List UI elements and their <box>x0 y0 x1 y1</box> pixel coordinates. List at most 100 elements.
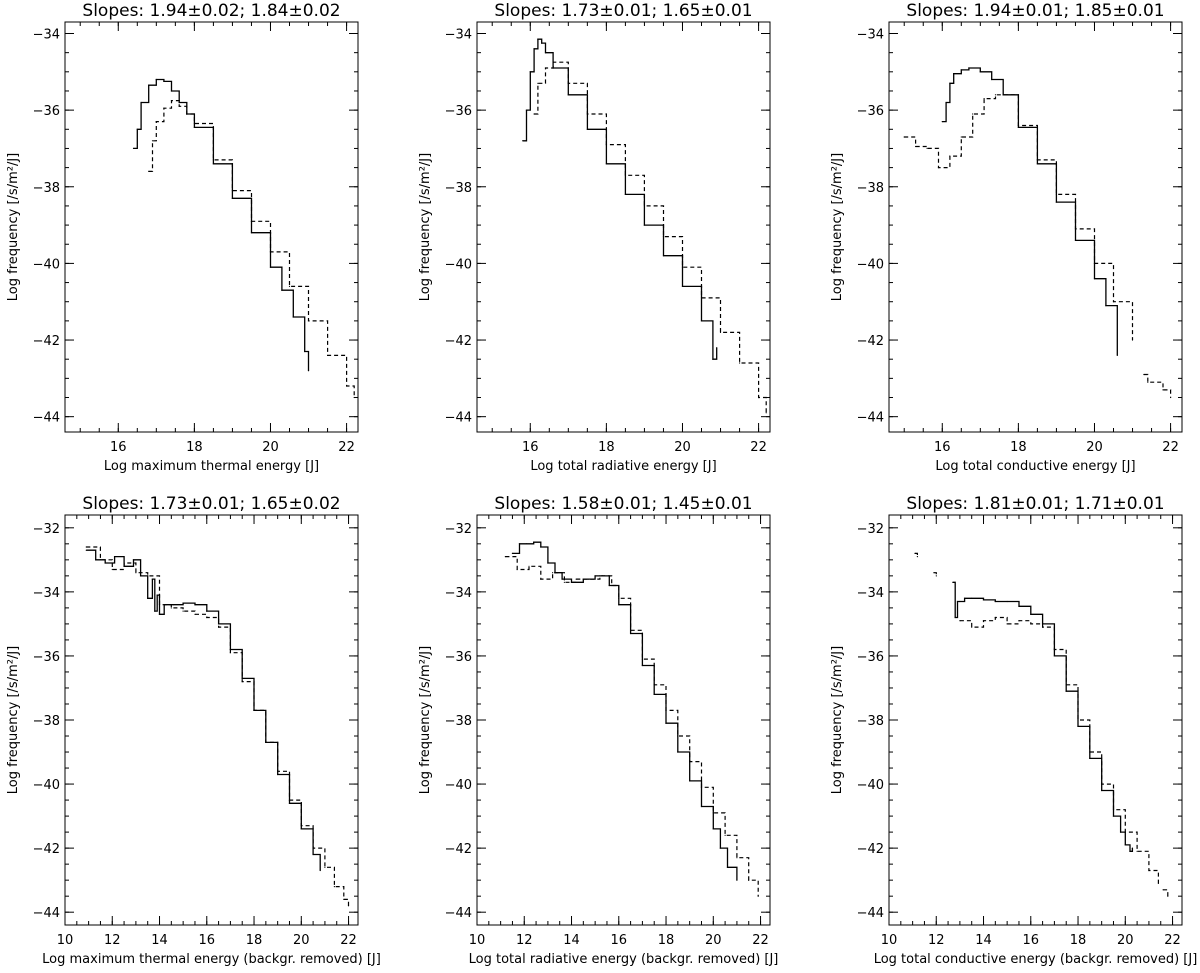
y-tick-label: −32 <box>33 522 60 537</box>
data-point <box>151 578 153 580</box>
data-point <box>528 565 530 567</box>
y-tick-label: −34 <box>445 27 472 42</box>
data-point <box>1167 895 1169 897</box>
series-solid-line <box>133 78 310 371</box>
data-point <box>522 140 524 142</box>
data-point <box>681 285 684 287</box>
data-point <box>533 541 535 543</box>
data-point <box>307 370 310 372</box>
data-point <box>1018 620 1020 622</box>
y-tick-label: −40 <box>33 778 60 793</box>
y-tick-label: −40 <box>33 257 60 272</box>
data-point <box>915 145 917 148</box>
y-tick-label: −34 <box>857 27 884 42</box>
data-point <box>677 735 679 737</box>
chart-panel-2: 16 18 20 22 −44 −42 −40 −38 −36 −34 Slopes: 1.73±0… <box>418 1 771 474</box>
data-point <box>624 193 627 195</box>
chart-title: Slopes: 1.81±0.01; 1.71±0.01 <box>906 494 1164 514</box>
data-point <box>618 604 620 606</box>
data-point <box>533 113 535 115</box>
data-point <box>937 167 940 169</box>
data-point <box>587 578 589 580</box>
data-point <box>964 597 966 599</box>
data-point <box>700 320 703 322</box>
data-point <box>726 866 729 868</box>
x-tick-label: 20 <box>674 440 691 455</box>
data-point <box>307 320 310 322</box>
series-solid-line <box>512 541 738 881</box>
x-tick-label: 14 <box>975 933 992 948</box>
data-point <box>1042 623 1044 625</box>
data-point <box>135 572 137 574</box>
data-point <box>300 828 302 830</box>
data-point <box>643 205 646 207</box>
data-point <box>540 578 542 580</box>
data-point <box>537 38 539 40</box>
y-tick-label: −36 <box>33 104 60 119</box>
y-tick-label: −38 <box>857 714 884 729</box>
data-point <box>1148 869 1150 872</box>
x-tick-label: 22 <box>338 440 355 455</box>
x-tick-label: 20 <box>1086 440 1103 455</box>
data-point <box>739 362 741 364</box>
data-point <box>983 98 985 100</box>
series-dashed-line <box>1163 889 1169 897</box>
data-point <box>206 616 208 619</box>
data-point <box>716 347 718 349</box>
data-point <box>608 584 610 587</box>
data-point <box>170 90 173 92</box>
data-point <box>605 144 608 146</box>
x-tick-label: 18 <box>186 440 203 455</box>
data-point <box>1131 339 1134 341</box>
data-point <box>719 847 722 849</box>
data-point <box>1074 228 1077 230</box>
x-tick-label: 20 <box>262 440 279 455</box>
x-axis-label: Log total radiative energy [J] <box>530 459 716 474</box>
y-tick-label: −42 <box>857 334 884 349</box>
data-point <box>1065 690 1067 692</box>
y-axis-label: Log frequency [/s/m²/J] <box>418 153 433 301</box>
data-point <box>1124 844 1126 846</box>
data-point <box>662 236 665 238</box>
data-point <box>504 556 506 558</box>
data-point <box>250 232 253 234</box>
y-tick-label: −42 <box>33 334 60 349</box>
series-dashed-line <box>959 616 1159 884</box>
x-axis-label: Log total conductive energy (backgr. rem… <box>874 952 1198 967</box>
data-point <box>1053 655 1055 657</box>
data-point <box>1157 882 1159 885</box>
y-tick-label: −40 <box>445 778 472 793</box>
series-dashed-line <box>915 552 918 557</box>
data-point <box>541 42 543 44</box>
data-point <box>163 80 165 82</box>
data-point <box>158 604 161 606</box>
x-tick-label: 10 <box>881 933 898 948</box>
data-point <box>155 121 157 123</box>
data-point <box>611 584 613 587</box>
data-point <box>212 163 214 165</box>
x-tick-label: 16 <box>110 440 127 455</box>
data-point <box>1093 262 1096 264</box>
data-point <box>288 799 291 801</box>
x-tick-label: 10 <box>469 933 486 948</box>
data-point <box>540 546 542 548</box>
x-tick-label: 14 <box>563 933 580 948</box>
x-tick-label: 12 <box>928 933 945 948</box>
data-point <box>95 559 97 561</box>
data-point <box>327 354 329 356</box>
plot-frame <box>64 514 359 926</box>
data-point <box>277 770 279 772</box>
x-tick-label: 16 <box>199 933 216 948</box>
y-tick-label: −44 <box>857 411 884 426</box>
data-point <box>292 316 294 318</box>
plot-frame <box>888 21 1183 433</box>
x-tick-label: 16 <box>522 440 539 455</box>
data-point <box>945 101 947 104</box>
data-point <box>570 581 573 583</box>
data-point <box>123 562 125 564</box>
x-tick-label: 22 <box>1162 440 1179 455</box>
data-point <box>241 681 243 683</box>
data-point <box>949 82 951 84</box>
data-point <box>281 289 283 291</box>
data-point <box>304 350 306 353</box>
